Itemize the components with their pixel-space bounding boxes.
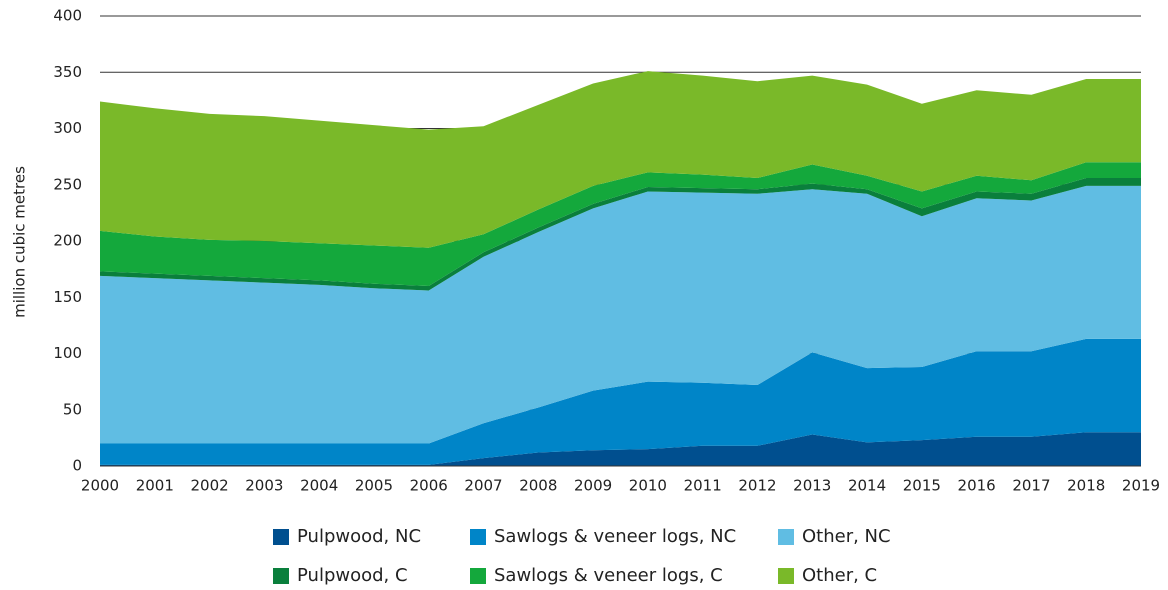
legend-swatch	[273, 568, 289, 584]
y-tick-label: 250	[53, 175, 82, 193]
x-tick-label: 2006	[410, 477, 448, 495]
legend-swatch	[778, 568, 794, 584]
x-tick-label: 2017	[1012, 477, 1050, 495]
legend-label: Other, NC	[802, 526, 891, 547]
y-tick-label: 350	[53, 63, 82, 81]
area	[100, 338, 1141, 465]
area	[100, 185, 1141, 444]
area	[100, 432, 1141, 466]
x-tick-label: 2009	[574, 477, 612, 495]
legend-label: Other, C	[802, 565, 877, 586]
legend-label: Sawlogs & veneer logs, C	[494, 565, 723, 586]
area	[100, 71, 1141, 248]
x-tick-label: 2014	[848, 477, 886, 495]
x-tick-label: 2010	[629, 477, 667, 495]
x-tick-label: 2013	[793, 477, 831, 495]
x-tick-label: 2005	[355, 477, 393, 495]
x-tick-label: 2001	[136, 477, 174, 495]
legend-label: Pulpwood, C	[297, 565, 408, 586]
y-tick-label: 400	[53, 7, 82, 25]
legend-label: Pulpwood, NC	[297, 526, 421, 547]
x-tick-label: 2000	[81, 477, 119, 495]
x-tick-label: 2019	[1122, 477, 1160, 495]
y-tick-label: 150	[53, 288, 82, 306]
x-tick-label: 2016	[958, 477, 996, 495]
areas	[100, 71, 1141, 466]
y-tick-label: 100	[53, 344, 82, 362]
y-tick-label: 0	[72, 457, 82, 475]
y-axis-label: million cubic metres	[11, 166, 29, 318]
x-tick-label: 2007	[464, 477, 502, 495]
x-tick-label: 2012	[738, 477, 776, 495]
legend-swatch	[470, 529, 486, 545]
x-tick-label: 2003	[245, 477, 283, 495]
y-tick-label: 200	[53, 232, 82, 250]
y-tick-label: 300	[53, 119, 82, 137]
x-tick-label: 2008	[519, 477, 557, 495]
x-tick-label: 2015	[903, 477, 941, 495]
y-tick-label: 50	[63, 400, 82, 418]
x-tick-label: 2018	[1067, 477, 1105, 495]
area	[100, 162, 1141, 286]
legend-swatch	[273, 529, 289, 545]
x-tick-label: 2002	[190, 477, 228, 495]
legend-label: Sawlogs & veneer logs, NC	[494, 526, 736, 547]
x-tick-label: 2004	[300, 477, 338, 495]
x-tick-label: 2011	[684, 477, 722, 495]
legend-swatch	[470, 568, 486, 584]
legend-swatch	[778, 529, 794, 545]
area	[100, 178, 1141, 291]
